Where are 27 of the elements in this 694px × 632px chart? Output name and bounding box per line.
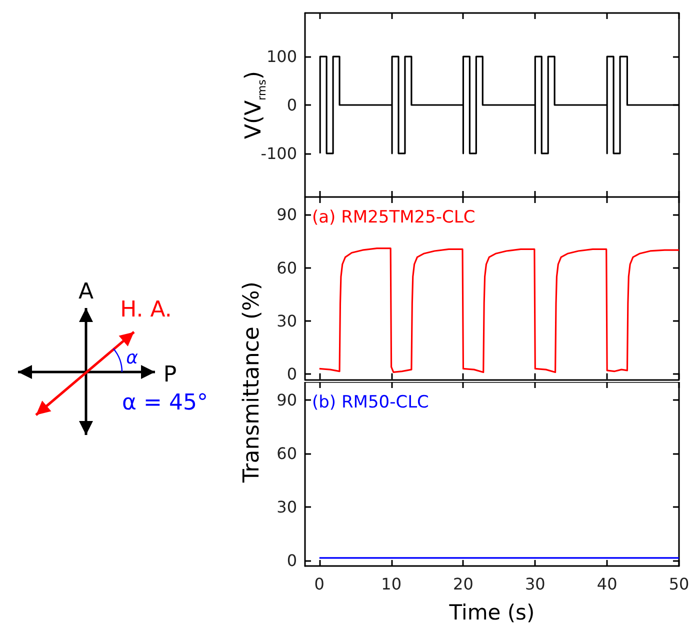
x-tick-label: 0 <box>314 574 324 594</box>
y-tick-label: 60 <box>276 444 297 463</box>
text: α = 45° <box>122 390 208 416</box>
y-tick-label: 100 <box>266 47 297 66</box>
y-axis-title: Transmittance (%) <box>240 281 264 483</box>
y-tick-label: 90 <box>276 390 297 410</box>
y-tick-label: 0 <box>286 364 297 384</box>
x-tick-label: 10 <box>381 574 402 594</box>
text: α <box>126 348 138 368</box>
y-tick-label: -100 <box>260 144 297 163</box>
text: A <box>78 280 94 304</box>
x-tick-label: 30 <box>524 574 546 594</box>
line-series <box>318 248 680 374</box>
text: P <box>163 362 177 388</box>
y-tick-label: 90 <box>276 205 297 224</box>
x-tick-label: 40 <box>596 574 618 594</box>
text: H. A. <box>120 298 172 322</box>
y-tick-label: 60 <box>276 258 297 278</box>
series-label: (a) RM25TM25-CLC <box>312 208 476 228</box>
x-tick-label: 50 <box>668 574 690 594</box>
y-tick-label: 30 <box>276 498 297 517</box>
y-tick-label: 0 <box>286 551 297 570</box>
text: (b) RM50-CLC <box>312 392 429 412</box>
x-axis-title: Time (s) <box>448 600 535 624</box>
y-tick-label: 0 <box>286 96 297 114</box>
x-tick-label: 20 <box>453 574 474 594</box>
y-tick-label: 30 <box>276 311 297 330</box>
